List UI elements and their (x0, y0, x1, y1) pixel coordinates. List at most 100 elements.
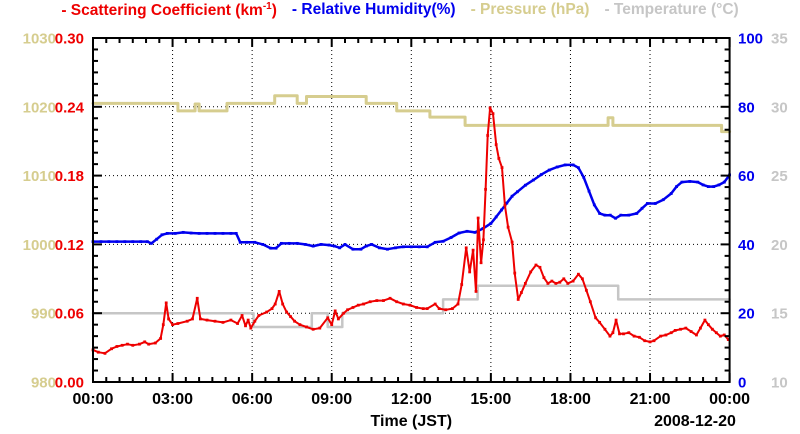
series-scattering-marker (249, 326, 253, 330)
series-scattering-marker (120, 343, 124, 347)
series-scattering-line (92, 106, 730, 355)
series-scattering-marker (714, 331, 718, 335)
series-humidity-marker (680, 180, 684, 184)
series-humidity-marker (173, 231, 177, 235)
series-scattering-marker (659, 334, 663, 338)
y-tick-label-scattering: 0.00 (55, 375, 84, 392)
series-scattering-marker (221, 320, 225, 324)
series-humidity-marker (303, 243, 307, 246)
series-scattering-marker (185, 319, 189, 323)
series-humidity-marker (539, 173, 543, 176)
series-scattering-marker (598, 320, 602, 324)
series-scattering-marker (706, 323, 710, 327)
series-scattering-marker (153, 341, 157, 345)
series-scattering-marker (265, 310, 269, 314)
series-scattering-marker (346, 308, 350, 312)
series-scattering-marker (240, 314, 244, 317)
series-scattering-marker (161, 323, 165, 327)
series-scattering-marker (415, 306, 419, 309)
series-scattering-marker (103, 351, 107, 355)
series-scattering-marker (131, 343, 135, 347)
series-humidity-marker (327, 243, 331, 247)
series-humidity-marker (706, 185, 710, 189)
series-scattering-marker (421, 307, 425, 311)
series-scattering-marker (695, 333, 698, 337)
legend-humidity: - Relative Humidity(%) (291, 1, 456, 18)
x-tick-label: 00:00 (709, 391, 750, 408)
series-humidity-marker (516, 190, 519, 194)
series-scattering-marker (351, 306, 355, 309)
chart-legend: - Scattering Coefficient (km-1) - Relati… (0, 1, 800, 20)
superscript: -1 (262, 1, 272, 12)
series-scattering-marker (375, 299, 379, 302)
series-humidity-marker (441, 239, 445, 243)
series-humidity-marker (107, 240, 111, 244)
series-humidity-marker (712, 185, 716, 189)
series-scattering-marker (356, 303, 360, 307)
x-tick-label: 15:00 (470, 391, 511, 408)
series-scattering-marker (554, 281, 558, 285)
series-scattering-marker (159, 337, 163, 340)
series-scattering-marker (482, 238, 485, 242)
series-scattering-marker (395, 300, 399, 304)
series-scattering-marker (171, 323, 174, 327)
series-scattering-marker (622, 332, 625, 336)
series-scattering-marker (486, 134, 490, 137)
y-tick-label-temperature: 35 (771, 31, 788, 48)
series-scattering-marker (611, 331, 615, 335)
series-scattering-marker (494, 143, 498, 147)
series-scattering-marker (96, 350, 100, 354)
series-humidity-marker (722, 180, 726, 184)
series-humidity-marker (571, 163, 575, 167)
series-scattering-marker (460, 283, 464, 286)
series-humidity-marker (253, 240, 257, 244)
series-humidity-marker (614, 216, 617, 220)
series-humidity-marker (295, 241, 299, 245)
series-scattering-marker (115, 345, 119, 348)
series-humidity-marker (343, 243, 347, 246)
series-scattering-marker (236, 322, 239, 325)
y-tick-label-humidity: 100 (738, 31, 763, 48)
y-tick-label-humidity: 20 (738, 306, 755, 323)
series-humidity-marker (489, 222, 493, 225)
series-humidity-marker (563, 163, 567, 167)
series-humidity-marker (221, 231, 225, 235)
series-scattering-marker (408, 303, 412, 307)
series-humidity-marker (274, 246, 278, 250)
series-scattering-marker (330, 323, 334, 327)
series-scattering-marker (703, 318, 707, 322)
series-scattering-marker (277, 290, 281, 293)
series-scattering-marker (638, 335, 641, 339)
series-humidity-marker (547, 168, 551, 172)
series-scattering-marker (199, 317, 202, 321)
legend-scattering: - Scattering Coefficient (km-1) (61, 1, 277, 20)
series-scattering-marker (293, 319, 296, 323)
series-humidity-marker (213, 231, 217, 235)
series-humidity-marker (688, 180, 692, 183)
series-scattering-marker (285, 310, 289, 314)
x-tick-label: 21:00 (630, 391, 671, 408)
series-scattering-marker (382, 299, 385, 302)
series-scattering-marker (580, 277, 584, 281)
series-scattering-marker (648, 340, 652, 344)
y-tick-label-temperature: 30 (771, 99, 788, 116)
y-tick-label-scattering: 0.24 (55, 99, 85, 116)
y-tick-label-humidity: 0 (738, 375, 746, 392)
series-scattering-marker (244, 324, 247, 328)
series-scattering-marker (689, 330, 693, 333)
series-scattering-marker (191, 317, 194, 321)
x-tick-label: 18:00 (550, 391, 591, 408)
series-humidity-marker (531, 178, 535, 182)
series-humidity-marker (696, 180, 700, 184)
series-scattering-marker (679, 327, 682, 331)
series-humidity-marker (473, 230, 477, 234)
series-humidity-marker (311, 244, 315, 248)
y-tick-label-pressure: 1010 (23, 168, 56, 185)
series-scattering-marker (497, 157, 501, 160)
series-humidity-marker (319, 243, 323, 246)
series-scattering-marker (614, 318, 618, 322)
series-humidity-marker (653, 202, 657, 205)
series-scattering-marker (126, 342, 129, 346)
series-scattering-marker (147, 342, 151, 346)
x-tick-label: 12:00 (391, 391, 432, 408)
